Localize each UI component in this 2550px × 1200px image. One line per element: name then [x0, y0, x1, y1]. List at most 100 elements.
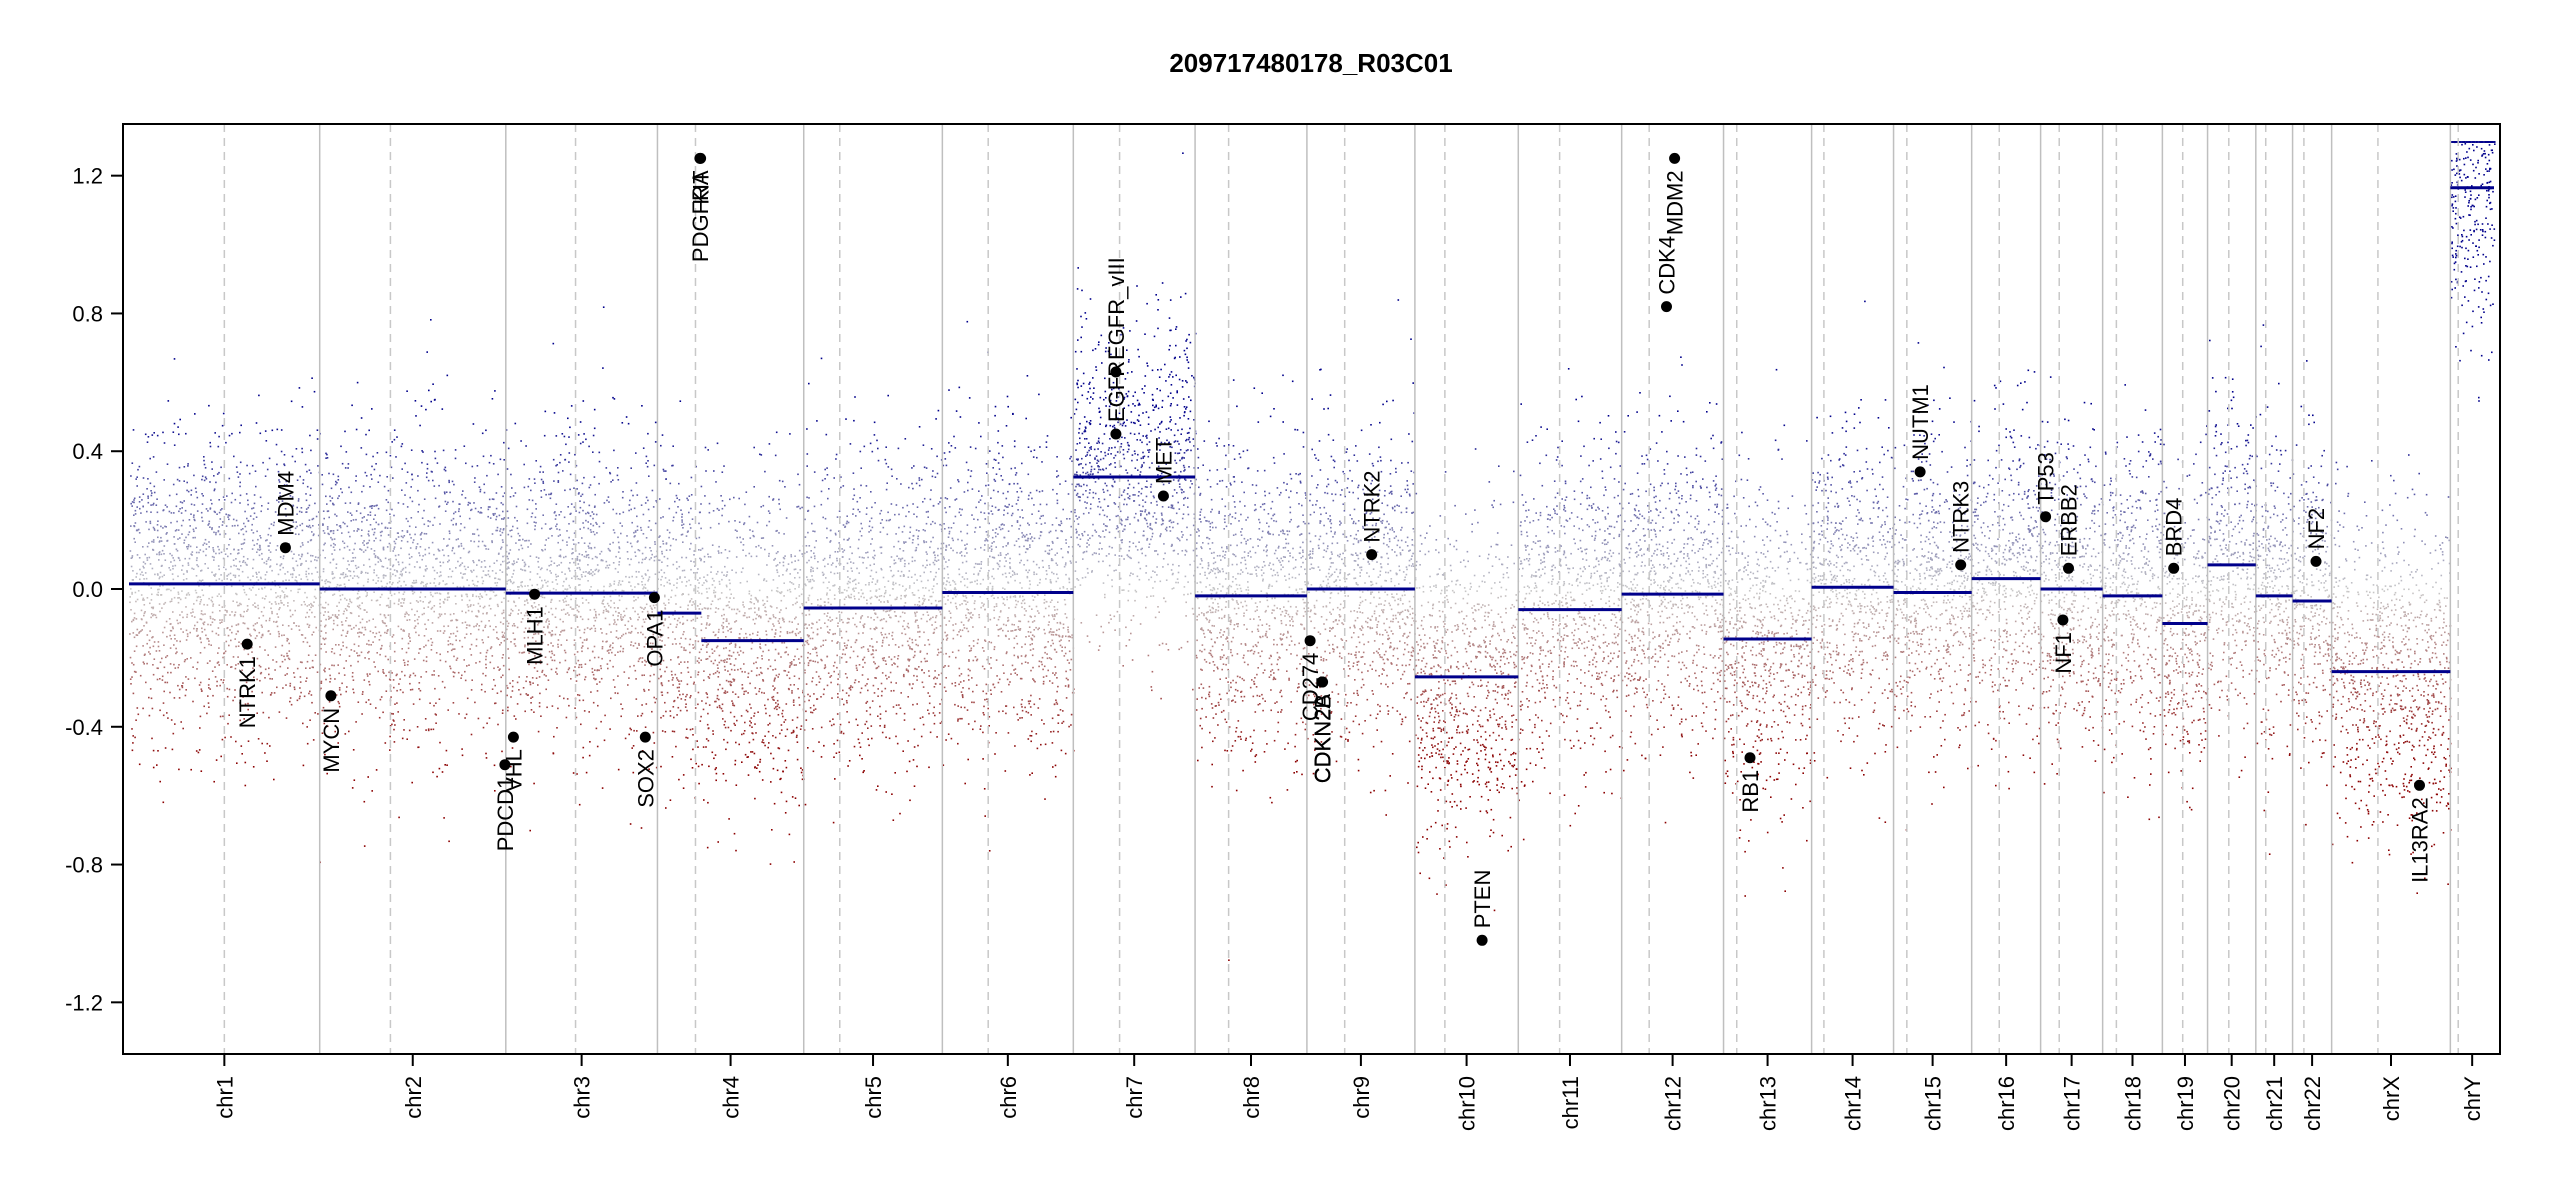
probe-point	[363, 540, 365, 542]
probe-point	[559, 618, 562, 621]
probe-point	[558, 600, 561, 602]
probe-point	[569, 473, 572, 476]
probe-point	[466, 595, 469, 598]
probe-point	[650, 615, 653, 617]
probe-point	[692, 644, 694, 646]
probe-point	[207, 684, 210, 686]
probe-point	[195, 628, 198, 630]
probe-point	[361, 529, 363, 531]
probe-point	[605, 608, 607, 611]
probe-point	[491, 570, 494, 572]
probe-point	[348, 606, 350, 608]
probe-point	[237, 656, 239, 658]
probe-point	[266, 571, 268, 573]
probe-point	[268, 667, 270, 670]
probe-point	[721, 624, 723, 627]
probe-point	[524, 563, 527, 565]
probe-point	[337, 475, 340, 478]
probe-point	[374, 556, 377, 559]
probe-point	[727, 629, 729, 632]
probe-point	[141, 571, 143, 573]
probe-point	[516, 626, 519, 629]
probe-point	[326, 772, 328, 775]
probe-point	[170, 600, 173, 602]
probe-point	[606, 640, 608, 643]
probe-point	[221, 738, 224, 741]
probe-point	[259, 546, 261, 549]
probe-point	[508, 668, 510, 671]
probe-point	[143, 599, 145, 601]
probe-point	[485, 651, 488, 654]
probe-point	[393, 650, 396, 653]
probe-point	[386, 582, 388, 585]
probe-point	[191, 551, 194, 553]
probe-point	[484, 624, 487, 627]
probe-point	[252, 586, 254, 589]
probe-point	[195, 575, 198, 577]
probe-point	[320, 687, 322, 690]
probe-point	[650, 607, 653, 609]
probe-point	[578, 699, 581, 702]
probe-point	[195, 599, 198, 602]
probe-point	[187, 490, 190, 493]
probe-point	[253, 544, 256, 546]
probe-point	[136, 476, 138, 478]
probe-point	[143, 567, 145, 569]
probe-point	[217, 627, 220, 629]
probe-point	[425, 644, 427, 647]
probe-point	[333, 503, 335, 506]
probe-point	[756, 613, 758, 616]
probe-point	[697, 605, 699, 607]
probe-point	[153, 528, 156, 530]
probe-point	[346, 605, 349, 607]
probe-point	[585, 599, 588, 601]
probe-point	[301, 529, 304, 532]
probe-point	[213, 780, 215, 783]
probe-point	[583, 639, 586, 641]
probe-point	[186, 658, 188, 660]
probe-point	[651, 608, 653, 611]
probe-point	[448, 840, 450, 843]
probe-point	[483, 605, 486, 608]
probe-point	[328, 580, 330, 583]
probe-point	[320, 592, 322, 594]
probe-point	[456, 619, 459, 621]
probe-point	[733, 832, 736, 835]
probe-point	[460, 594, 463, 597]
probe-point	[540, 607, 542, 609]
probe-point	[132, 742, 134, 744]
probe-point	[266, 539, 268, 541]
probe-point	[538, 705, 541, 708]
probe-point	[608, 564, 611, 566]
probe-point	[598, 669, 600, 672]
probe-point	[583, 433, 585, 435]
probe-point	[690, 568, 692, 571]
probe-point	[308, 624, 311, 627]
probe-point	[533, 782, 535, 785]
probe-point	[708, 704, 711, 706]
probe-point	[348, 486, 350, 489]
probe-point	[543, 434, 546, 437]
probe-point	[467, 501, 470, 504]
probe-point	[578, 694, 581, 697]
probe-point	[411, 590, 414, 593]
probe-point	[191, 615, 193, 617]
probe-point	[535, 556, 538, 558]
probe-point	[240, 424, 242, 427]
probe-point	[521, 618, 524, 620]
probe-point	[249, 515, 252, 517]
probe-point	[544, 410, 547, 413]
probe-point	[247, 740, 250, 742]
probe-point	[252, 604, 254, 606]
probe-point	[326, 580, 329, 583]
probe-point	[393, 569, 396, 571]
probe-point	[222, 521, 224, 523]
probe-point	[404, 462, 406, 465]
probe-point	[635, 482, 638, 484]
probe-point	[657, 677, 660, 680]
probe-point	[361, 517, 364, 519]
probe-point	[569, 488, 571, 491]
probe-point	[403, 729, 405, 731]
probe-point	[612, 529, 615, 531]
probe-point	[765, 614, 768, 616]
